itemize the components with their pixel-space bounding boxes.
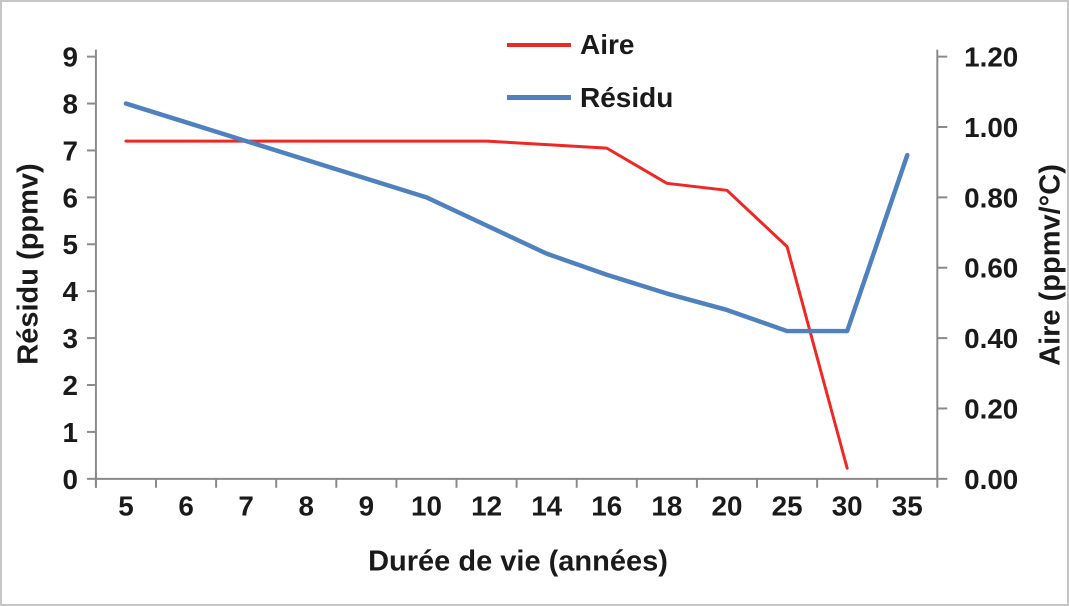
x-axis-tick-label: 5 — [118, 491, 133, 522]
left-axis-tick-label: 2 — [63, 370, 78, 401]
left-axis-tick-label: 8 — [63, 88, 78, 119]
legend-label-aire: Aire — [580, 29, 635, 60]
aire-line-swatch — [507, 42, 571, 47]
legend-item-residu: Résidu — [507, 82, 673, 113]
left-axis-tick-label: 7 — [63, 135, 78, 166]
chart-legend: Aire Résidu — [507, 29, 673, 113]
legend-item-aire: Aire — [507, 29, 673, 60]
x-axis-title: Durée de vie (années) — [368, 545, 668, 578]
residu-line-swatch — [507, 95, 571, 100]
x-axis-tick-label: 14 — [531, 491, 562, 522]
right-axis-title: Aire (ppmv/°C) — [1034, 164, 1067, 366]
left-axis-tick-label: 3 — [63, 323, 78, 354]
x-axis-tick-label: 16 — [591, 491, 622, 522]
right-axis-tick-label: 0.80 — [964, 182, 1018, 213]
aire-line — [124, 139, 849, 470]
residu-line — [123, 101, 910, 334]
x-axis-tick-label: 7 — [238, 491, 253, 522]
x-axis-tick-label: 25 — [772, 491, 803, 522]
right-axis-tick-label: 0.40 — [964, 323, 1018, 354]
x-axis-tick-label: 20 — [712, 491, 743, 522]
left-axis-tick-label: 9 — [63, 42, 78, 73]
left-axis-tick-label: 6 — [63, 182, 78, 213]
left-axis-tick-label: 1 — [63, 417, 78, 448]
x-axis-tick-label: 8 — [299, 491, 314, 522]
left-axis-tick-label: 4 — [63, 276, 79, 307]
x-axis-tick-label: 10 — [411, 491, 442, 522]
x-axis-tick-label: 18 — [651, 491, 682, 522]
legend-label-residu: Résidu — [580, 82, 674, 113]
x-axis-tick-label: 30 — [832, 491, 863, 522]
left-axis-tick-label: 0 — [63, 464, 78, 495]
x-axis-tick-label: 6 — [178, 491, 193, 522]
right-axis-tick-label: 1.20 — [964, 42, 1018, 73]
right-axis-tick-label: 0.00 — [964, 464, 1018, 495]
x-axis-tick-label: 9 — [359, 491, 374, 522]
x-axis-tick-label: 12 — [471, 491, 502, 522]
right-axis-tick-label: 0.60 — [964, 253, 1018, 284]
right-axis-tick-label: 1.00 — [964, 112, 1018, 143]
left-axis-tick-label: 5 — [63, 229, 78, 260]
left-axis-title: Résidu (ppmv) — [12, 163, 45, 365]
x-axis-tick-label: 35 — [892, 491, 923, 522]
right-axis-tick-label: 0.20 — [964, 393, 1018, 424]
